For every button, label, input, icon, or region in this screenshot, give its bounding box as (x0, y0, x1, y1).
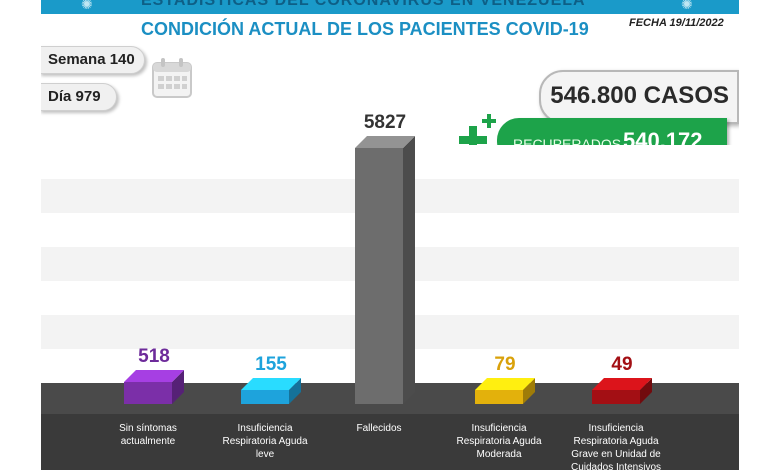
bar-1 (241, 378, 301, 404)
banner-title: ESTADÍSTICAS DEL CORONAVIRUS EN VENEZUEL… (141, 0, 586, 9)
category-label-line: Moderada (476, 449, 522, 460)
bar-top (475, 378, 535, 390)
category-label-line: Respiratoria Aguda (222, 436, 308, 447)
virus-icon: ✺ (81, 0, 93, 12)
category-label-line: Respiratoria Aguda (573, 436, 659, 447)
category-label-line: actualmente (120, 436, 176, 447)
category-label: Sin síntomas actualmente (93, 422, 203, 448)
value-label: 155 (255, 354, 287, 375)
category-label: Insuficiencia Respiratoria Aguda Grave en … (561, 422, 671, 470)
value-label: 5827 (364, 112, 406, 133)
total-cases: 546.800 CASOS (550, 82, 729, 109)
bar-side (640, 378, 652, 404)
category-label-line: Cuidados Intensivos (570, 462, 662, 470)
bar-top (241, 378, 301, 390)
value-label: 518 (138, 346, 170, 367)
value-label: 79 (494, 354, 515, 375)
report-date: FECHA 19/11/2022 (629, 17, 724, 29)
value-label: 49 (611, 354, 632, 375)
category-strip (41, 414, 739, 470)
category-label-line: Respiratoria Aguda (456, 436, 542, 447)
category-labels: Sin síntomas actualmente Insuficiencia Resp… (41, 422, 739, 470)
infographic-frame: ✺ ESTADÍSTICAS DEL CORONAVIRUS EN VENEZU… (41, 0, 739, 470)
chart-bars (124, 136, 652, 404)
bar-side (172, 370, 184, 404)
chart-value-labels: 518 155 5827 79 49 (138, 112, 632, 375)
bar-front (475, 390, 523, 404)
page-title: CONDICIÓN ACTUAL DE LOS PACIENTES COVID-… (141, 19, 589, 39)
bar-side (403, 136, 415, 404)
category-label-line: Insuficiencia (471, 423, 527, 434)
bar-4 (592, 378, 652, 404)
category-label-line: leve (255, 449, 275, 460)
bar-front (592, 390, 640, 404)
category-label-line: Grave en Unidad de (571, 449, 661, 460)
category-label-line: Insuficiencia (237, 423, 293, 434)
category-label: Fallecidos (324, 422, 434, 435)
bar-side (523, 378, 535, 404)
bar-top (124, 370, 184, 382)
virus-icon: ✺ (681, 0, 693, 12)
category-label: Insuficiencia Respiratoria Aguda Moderada (444, 422, 554, 461)
category-label-line: Sin síntomas (119, 423, 177, 434)
bar-side (289, 378, 301, 404)
bar-front (355, 148, 403, 404)
bar-front (124, 382, 172, 404)
bar-top (592, 378, 652, 390)
total-cases-box: 546.800 CASOS (539, 70, 739, 124)
bar-top (355, 136, 415, 148)
calendar-icon (152, 58, 192, 98)
category-label-line: Insuficiencia (588, 423, 644, 434)
week-badge: Semana 140 (41, 46, 145, 74)
bar-3 (475, 378, 535, 404)
bar-2 (355, 136, 415, 404)
day-badge: Día 979 (41, 83, 117, 111)
plus-icon (459, 114, 496, 154)
top-banner: ✺ ESTADÍSTICAS DEL CORONAVIRUS EN VENEZU… (41, 0, 739, 14)
category-label: Insuficiencia Respiratoria Aguda leve (210, 422, 320, 461)
bar-0 (124, 370, 184, 404)
bar-chart: 518 155 5827 79 49 (41, 112, 739, 470)
category-label-line: Fallecidos (356, 423, 402, 434)
bar-front (241, 390, 289, 404)
